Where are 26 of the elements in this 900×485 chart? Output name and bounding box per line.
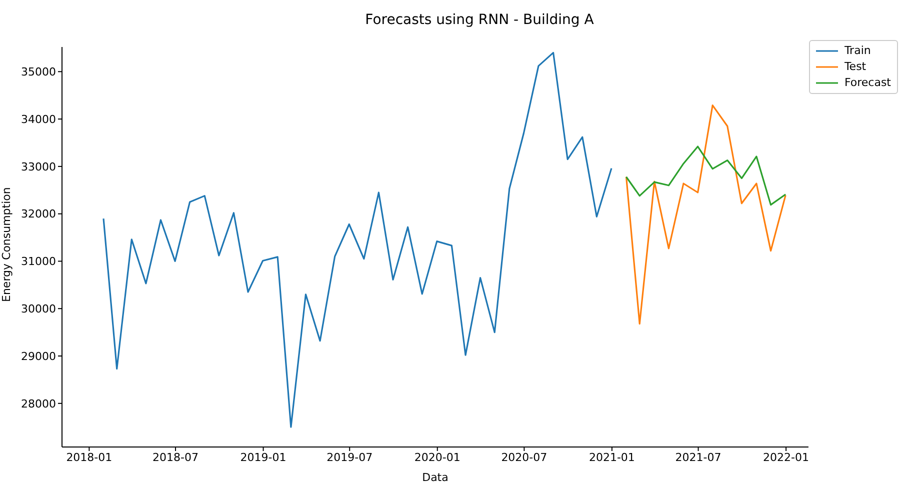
y-tick-label: 30000 <box>21 302 56 316</box>
chart-title: Forecasts using RNN - Building A <box>364 12 595 28</box>
y-tick-label: 28000 <box>21 397 56 410</box>
x-tick-label: 2022-01 <box>763 450 810 464</box>
x-tick-label: 2019-01 <box>240 450 286 464</box>
x-tick-label: 2018-07 <box>152 450 198 464</box>
y-tick-label: 31000 <box>21 255 56 268</box>
y-tick-label: 35000 <box>21 66 56 79</box>
y-tick-label: 32000 <box>21 208 56 221</box>
x-tick-label: 2020-07 <box>501 450 548 464</box>
y-tick-label: 34000 <box>21 112 56 126</box>
line-series <box>625 146 786 206</box>
line-series <box>102 52 612 428</box>
legend-label: Test <box>844 59 866 75</box>
x-tick-label: 2020-01 <box>414 450 460 464</box>
y-axis-title: Energy Consumption <box>0 187 13 302</box>
x-axis-title: Data <box>422 471 448 484</box>
x-tick-label: 2021-01 <box>588 450 635 464</box>
x-tick-label: 2021-07 <box>675 450 722 464</box>
y-tick-label: 29000 <box>21 350 56 363</box>
line-series <box>625 104 786 325</box>
x-tick-label: 2018-01 <box>66 450 112 464</box>
legend-label: Forecast <box>844 75 891 91</box>
legend-label: Train <box>844 43 871 59</box>
x-tick-label: 2019-07 <box>326 450 373 464</box>
y-tick-label: 33000 <box>21 160 56 174</box>
